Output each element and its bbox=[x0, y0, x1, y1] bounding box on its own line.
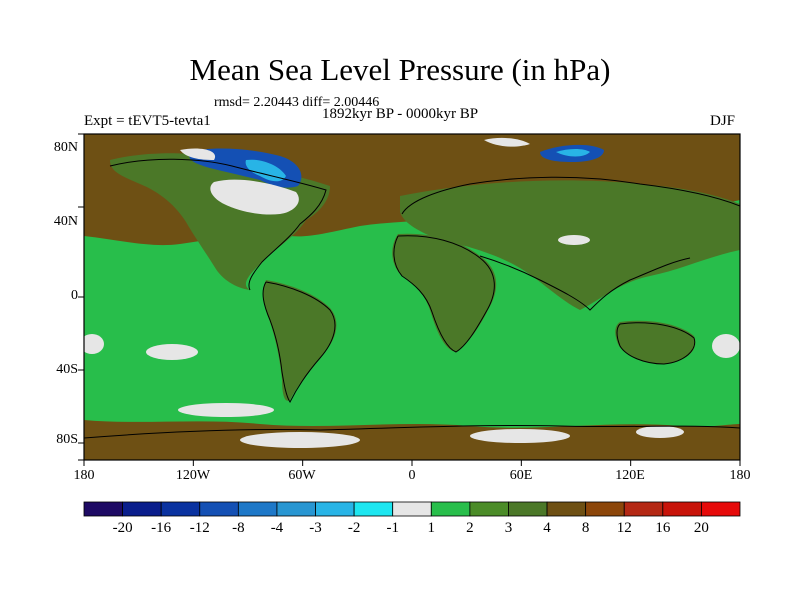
colorbar-label: 8 bbox=[581, 520, 590, 536]
colorbar-label: -16 bbox=[151, 520, 172, 536]
east-edge-near-zero bbox=[712, 334, 740, 358]
coastline-north-america bbox=[109, 158, 327, 291]
colorbar-swatch bbox=[83, 501, 123, 517]
antarctic-near-zero-3 bbox=[636, 426, 684, 438]
colorbar-label: 1 bbox=[427, 520, 436, 536]
asia-near-zero bbox=[558, 235, 590, 245]
colorbar-label: 20 bbox=[693, 520, 709, 536]
colorbar-label: -3 bbox=[309, 520, 322, 536]
coastline-antarctica bbox=[84, 424, 740, 439]
y-tick-label: 40S bbox=[56, 362, 78, 377]
y-tick-label: 80S bbox=[56, 432, 78, 447]
colorbar-swatch bbox=[585, 501, 625, 517]
pacific-near-zero bbox=[146, 344, 198, 360]
colorbar-label: -8 bbox=[232, 520, 245, 536]
y-tick-label: 40N bbox=[53, 214, 78, 229]
coastline-eurasia-north bbox=[401, 176, 740, 215]
colorbar-label: -12 bbox=[189, 520, 210, 536]
colorbar-swatch bbox=[237, 501, 278, 517]
axis-ticks bbox=[78, 133, 741, 466]
labrador-near-zero bbox=[210, 179, 299, 215]
colorbar-swatch bbox=[469, 501, 509, 517]
colorbar-label: 2 bbox=[466, 520, 474, 536]
colorbar-label: -4 bbox=[270, 520, 284, 536]
colorbar-label: 3 bbox=[504, 520, 513, 536]
rmsd-diff-stats: rmsd= 2.20443 diff= 2.00446 bbox=[214, 95, 380, 110]
arctic-near-zero-east bbox=[484, 137, 530, 147]
antarctic-near-zero-2 bbox=[470, 429, 570, 443]
coastline-australia bbox=[616, 322, 696, 365]
colorbar-swatch bbox=[508, 501, 548, 517]
colorbar-label: -2 bbox=[347, 520, 361, 536]
coastline-south-america bbox=[262, 281, 336, 403]
colorbar-swatch bbox=[276, 501, 316, 517]
coastline-south-asia bbox=[479, 255, 691, 311]
x-tick-label: 120W bbox=[175, 468, 211, 483]
australia-land bbox=[615, 320, 696, 364]
x-tick-label: 60W bbox=[288, 468, 316, 483]
colorbar-label: -1 bbox=[386, 520, 399, 536]
colorbar-label: 16 bbox=[655, 520, 671, 536]
y-tick-label: 80N bbox=[53, 140, 78, 155]
x-tick-label: 180 bbox=[729, 468, 751, 483]
colorbar-swatch bbox=[160, 501, 201, 517]
x-tick-label: 0 bbox=[408, 468, 416, 483]
map-title: Mean Sea Level Pressure (in hPa) bbox=[189, 52, 611, 87]
colorbar bbox=[83, 501, 741, 517]
arctic-near-zero bbox=[180, 148, 216, 160]
colorbar-label: 4 bbox=[543, 520, 551, 536]
greenland-low-core bbox=[245, 159, 286, 182]
colorbar-swatch bbox=[701, 501, 741, 517]
colorbar-swatch bbox=[199, 501, 239, 517]
siberia-low-core bbox=[556, 149, 590, 157]
x-tick-label: 120E bbox=[615, 468, 645, 483]
colorbar-label: 12 bbox=[616, 520, 632, 536]
experiment-label: Expt = tEVT5-tevta1 bbox=[84, 113, 211, 129]
colorbar-swatch bbox=[122, 501, 162, 517]
season-label: DJF bbox=[710, 113, 736, 129]
colorbar-swatch bbox=[623, 501, 664, 517]
colorbar-swatch bbox=[353, 501, 394, 517]
x-tick-label: 180 bbox=[73, 468, 95, 483]
time-period: 1892kyr BP - 0000kyr BP bbox=[322, 106, 479, 122]
colorbar-swatch bbox=[662, 501, 702, 517]
eurasia-land bbox=[400, 180, 740, 310]
west-edge-near-zero bbox=[84, 334, 104, 354]
colorbar-swatch bbox=[430, 501, 471, 517]
south-pacific-near-zero bbox=[178, 403, 274, 417]
colorbar-swatch bbox=[315, 501, 355, 517]
africa-land bbox=[392, 233, 497, 352]
pressure-field bbox=[84, 134, 740, 460]
colorbar-swatch bbox=[392, 501, 432, 517]
colorbar-swatch bbox=[546, 501, 587, 517]
coastline-africa bbox=[393, 235, 495, 353]
antarctic-near-zero-1 bbox=[240, 432, 360, 448]
x-tick-label: 60E bbox=[509, 468, 533, 483]
colorbar-label: -20 bbox=[112, 520, 133, 536]
y-tick-label: 0 bbox=[71, 288, 78, 303]
coastlines bbox=[84, 158, 740, 439]
